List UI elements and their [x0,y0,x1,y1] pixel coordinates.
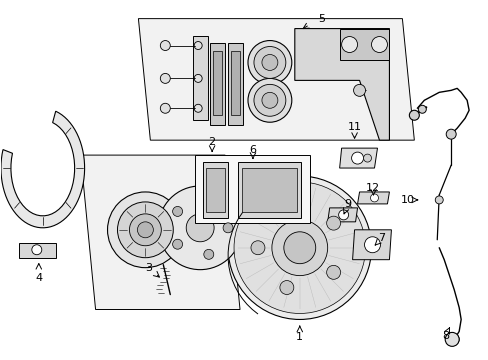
Text: 12: 12 [365,183,379,193]
Circle shape [326,265,340,279]
Circle shape [194,41,202,50]
Circle shape [172,239,182,249]
Polygon shape [193,36,208,120]
Circle shape [203,196,213,206]
Text: 10: 10 [400,195,413,205]
Polygon shape [327,208,357,222]
Circle shape [203,249,213,259]
Circle shape [129,214,161,246]
Polygon shape [357,192,388,204]
Text: 2: 2 [208,137,215,147]
Circle shape [262,54,277,71]
Text: 1: 1 [296,332,303,342]
Text: 6: 6 [249,145,256,155]
Circle shape [194,104,202,112]
Circle shape [370,194,378,202]
Circle shape [279,201,293,215]
Bar [195,155,309,223]
Polygon shape [227,42,243,125]
Circle shape [160,41,170,50]
Polygon shape [210,42,224,125]
Circle shape [448,334,458,345]
Polygon shape [1,111,84,228]
Polygon shape [294,28,388,140]
Circle shape [107,192,183,268]
Polygon shape [339,28,388,60]
Circle shape [194,75,202,82]
Circle shape [283,232,315,264]
Circle shape [341,37,357,53]
Text: 5: 5 [318,14,325,24]
Circle shape [353,84,365,96]
Circle shape [247,41,291,84]
Bar [213,50,222,115]
Text: 7: 7 [377,233,384,243]
Circle shape [234,182,365,314]
Circle shape [137,222,153,238]
Text: 8: 8 [442,332,449,341]
Circle shape [271,220,327,276]
Circle shape [279,280,293,294]
Circle shape [446,129,455,139]
Circle shape [351,152,363,164]
Bar [230,50,240,115]
Circle shape [117,202,173,258]
Circle shape [160,103,170,113]
Circle shape [371,37,386,53]
Circle shape [223,223,233,233]
Circle shape [32,245,41,255]
Polygon shape [339,148,377,168]
Text: 4: 4 [35,273,42,283]
Circle shape [326,216,340,230]
Bar [242,168,296,212]
Circle shape [160,73,170,84]
Circle shape [364,237,380,253]
Circle shape [247,78,291,122]
Polygon shape [238,162,300,218]
Circle shape [186,214,214,242]
Polygon shape [19,243,56,258]
Circle shape [262,92,277,108]
Text: 11: 11 [347,122,361,132]
Circle shape [158,186,242,270]
Circle shape [227,176,371,319]
Circle shape [338,210,348,220]
Polygon shape [138,19,413,140]
Polygon shape [81,155,240,310]
Polygon shape [352,230,390,260]
Circle shape [253,84,285,116]
Circle shape [408,110,419,120]
Circle shape [444,332,458,346]
Circle shape [172,206,182,216]
Polygon shape [203,162,227,218]
Circle shape [417,105,426,113]
Circle shape [363,154,371,162]
Circle shape [253,46,285,78]
Bar [206,168,224,212]
Circle shape [434,196,442,204]
Text: 3: 3 [144,263,152,273]
Circle shape [250,241,264,255]
Text: 9: 9 [344,199,350,209]
